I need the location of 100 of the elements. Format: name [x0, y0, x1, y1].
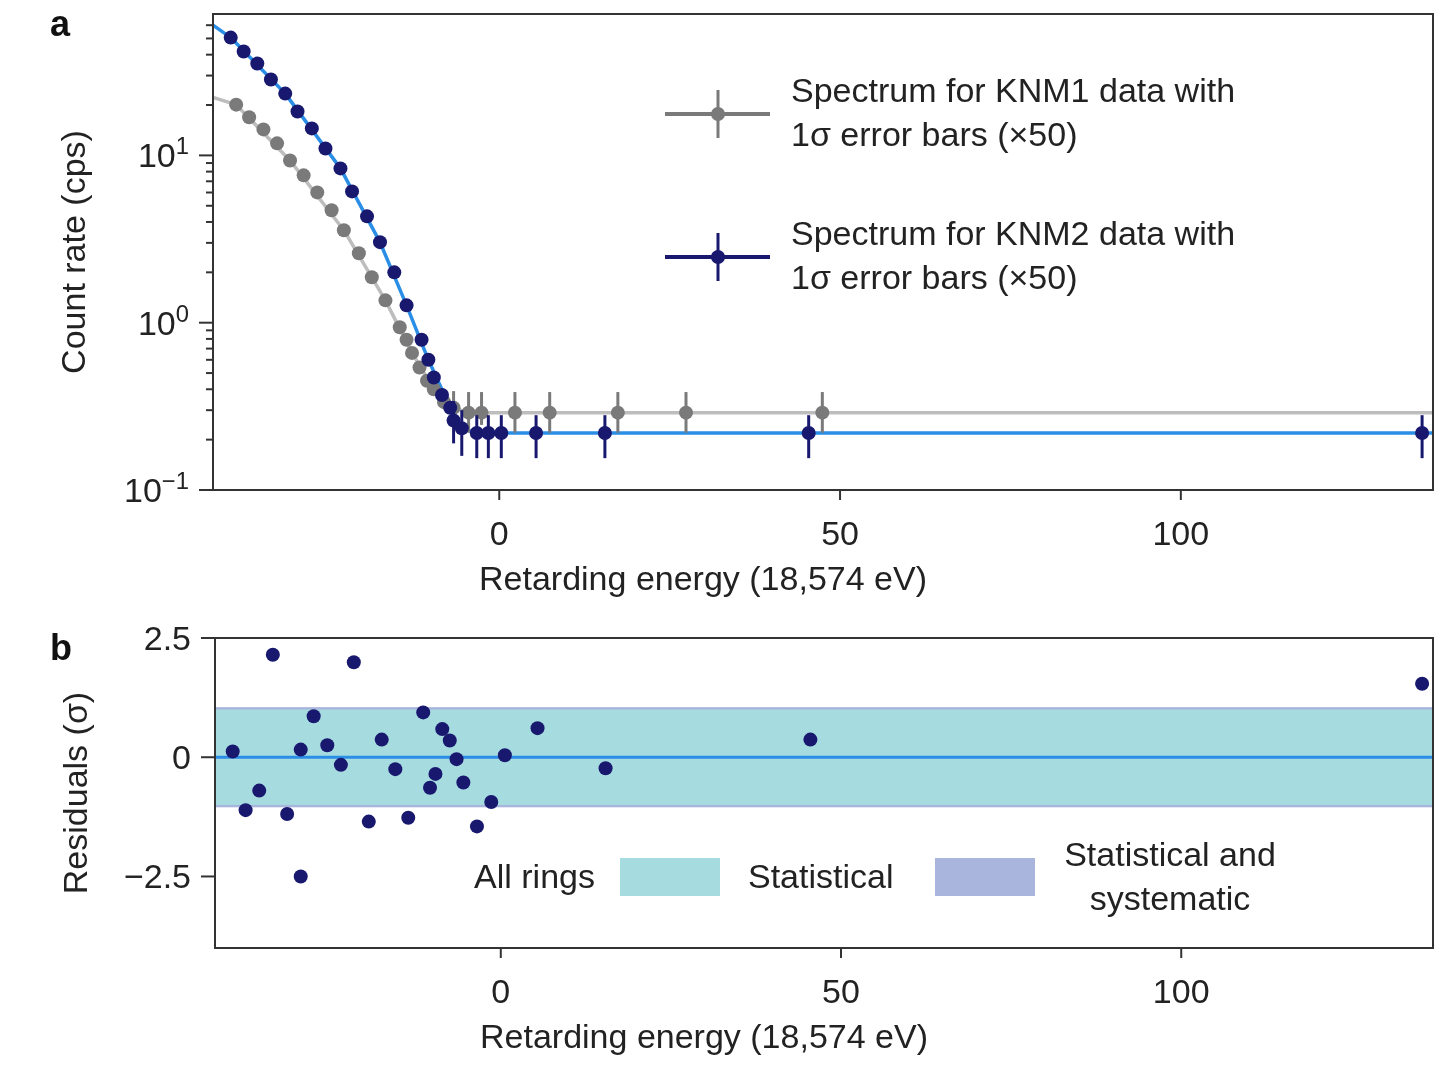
- point: [401, 810, 416, 825]
- y-tick-label: 10$^{0}$: [137, 299, 189, 342]
- point: [346, 655, 361, 670]
- point: [372, 235, 387, 250]
- legend-label: Spectrum for KNM1 data with 1σ error bars (×50): [791, 71, 1236, 153]
- point: [360, 209, 375, 224]
- point: [293, 742, 308, 757]
- point: [494, 426, 509, 441]
- point: [1415, 676, 1430, 691]
- x-axis-title: Retarding energy (18,574 eV): [480, 1017, 928, 1055]
- point: [324, 203, 339, 218]
- point: [1415, 426, 1430, 441]
- point: [283, 153, 298, 168]
- point: [225, 744, 240, 759]
- point: [290, 104, 305, 119]
- point: [320, 738, 335, 753]
- point: [310, 185, 325, 200]
- point: [229, 97, 244, 112]
- point: [815, 405, 830, 420]
- y-tick-label: −2.5: [123, 857, 191, 896]
- legend-label: Statistical and systematic: [1064, 835, 1276, 917]
- point: [801, 426, 816, 441]
- y-axis-title: Count rate (cps): [54, 130, 92, 374]
- point: [306, 709, 321, 724]
- point: [454, 421, 469, 436]
- point: [278, 86, 293, 101]
- point: [416, 705, 431, 720]
- point: [236, 44, 251, 59]
- point: [597, 426, 612, 441]
- point: [345, 184, 360, 199]
- point: [497, 748, 512, 763]
- point: [242, 110, 257, 125]
- point: [374, 732, 389, 747]
- point: [333, 161, 348, 176]
- x-tick-label: 50: [822, 972, 860, 1010]
- point: [679, 405, 694, 420]
- point: [469, 819, 484, 834]
- point: [293, 869, 308, 884]
- point: [361, 814, 376, 829]
- point: [474, 405, 489, 420]
- point: [423, 780, 438, 795]
- point: [364, 270, 379, 285]
- point: [412, 360, 427, 375]
- text: b: [50, 627, 72, 668]
- y-tick-label: 10$^{−1}$: [124, 466, 189, 509]
- point: [387, 265, 402, 280]
- point: [442, 733, 457, 748]
- point: [414, 332, 429, 347]
- point: [484, 795, 499, 810]
- point: [529, 426, 544, 441]
- point: [449, 752, 464, 767]
- point: [507, 405, 522, 420]
- point: [421, 352, 436, 367]
- point: [456, 775, 471, 790]
- point: [392, 320, 407, 335]
- point: [428, 766, 443, 781]
- point: [280, 806, 295, 821]
- point: [252, 783, 267, 798]
- point: [270, 136, 285, 151]
- point: [388, 762, 403, 777]
- point: [333, 757, 348, 772]
- legend-label: Spectrum for KNM2 data with 1σ error bars (×50): [791, 214, 1236, 296]
- text: a: [50, 3, 71, 44]
- point: [598, 761, 613, 776]
- point: [265, 647, 280, 662]
- y-tick-label: 0: [172, 738, 191, 777]
- point: [435, 722, 450, 737]
- point: [318, 141, 333, 156]
- point: [435, 387, 450, 402]
- point: [530, 721, 545, 736]
- point: [461, 405, 476, 420]
- x-tick-label: 100: [1152, 972, 1210, 1010]
- point: [256, 122, 271, 137]
- point: [399, 298, 414, 313]
- point: [542, 405, 557, 420]
- point: [610, 405, 625, 420]
- point: [296, 168, 311, 183]
- x-tick-label: 50: [821, 514, 859, 552]
- x-tick-label: 0: [491, 972, 511, 1010]
- point: [223, 30, 238, 45]
- y-tick-label: 10$^{1}$: [137, 131, 189, 175]
- point: [304, 121, 319, 136]
- point: [426, 370, 441, 385]
- point: [263, 72, 278, 87]
- point: [803, 732, 818, 747]
- point: [336, 223, 351, 238]
- point: [378, 293, 393, 308]
- y-tick-label: 2.5: [143, 619, 191, 657]
- point: [351, 246, 366, 261]
- legend-title: All rings: [474, 857, 595, 895]
- x-tick-label: 0: [489, 514, 509, 552]
- point: [405, 345, 420, 360]
- x-tick-label: 100: [1152, 514, 1210, 552]
- point: [238, 803, 253, 818]
- point: [399, 332, 414, 347]
- legend-label: Statistical: [748, 857, 894, 895]
- point: [469, 426, 484, 441]
- y-axis-title: Residuals (σ): [56, 691, 94, 895]
- point: [481, 426, 496, 441]
- point: [250, 56, 265, 71]
